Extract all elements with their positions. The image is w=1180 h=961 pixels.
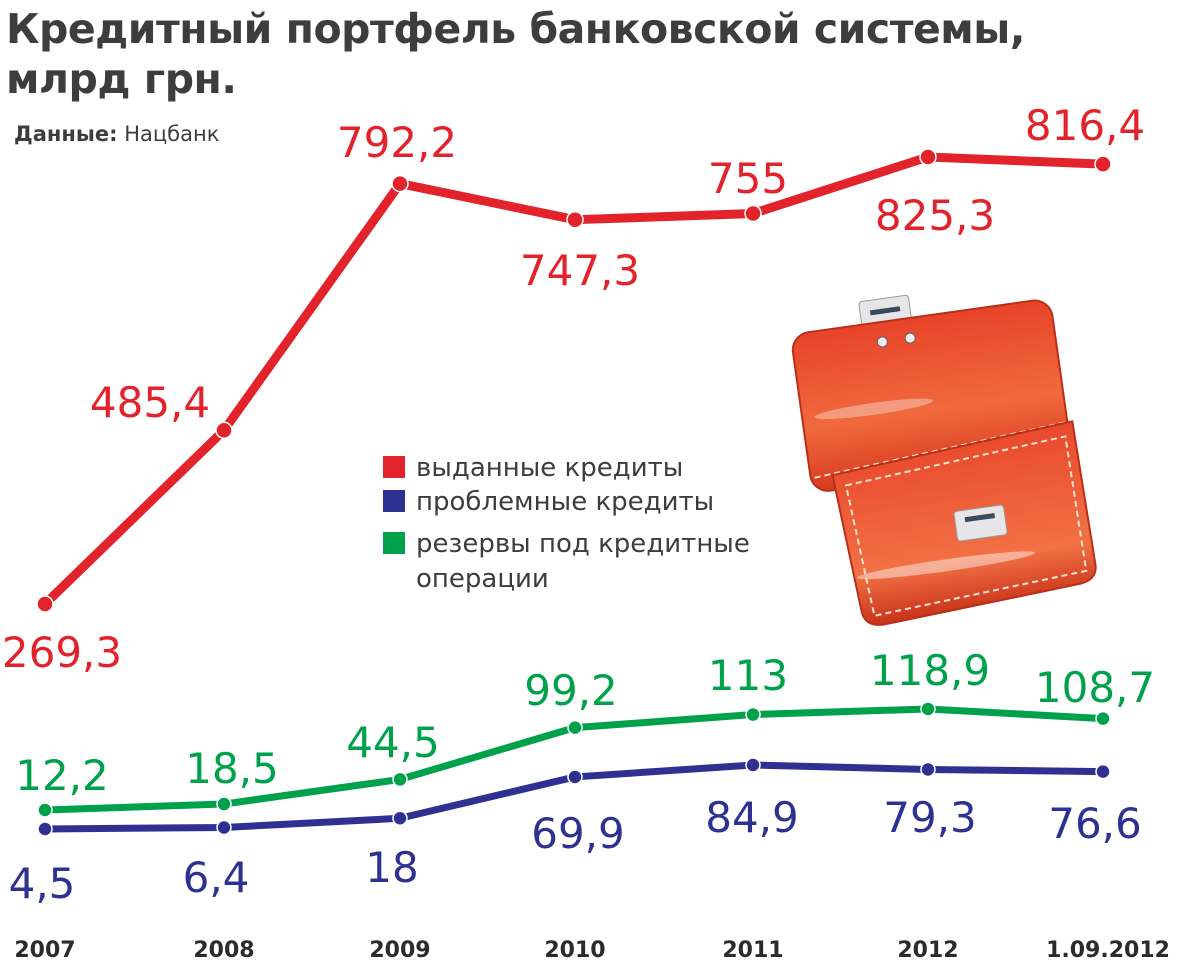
legend-swatch-issued <box>383 456 405 478</box>
problem-loans-point <box>567 769 583 785</box>
loan-reserves-data-label: 12,2 <box>15 751 109 800</box>
problem-loans-data-label: 4,5 <box>9 859 76 908</box>
issued-loans-point <box>215 421 233 440</box>
briefcase-illustration <box>791 294 1097 626</box>
problem-loans-point <box>37 821 53 837</box>
problem-loans-point <box>1095 763 1111 780</box>
issued-loans-point <box>36 595 54 613</box>
loan-reserves-data-label: 118,9 <box>870 646 990 695</box>
x-tick-label: 1.09.2012 <box>1046 938 1170 961</box>
legend-label-issued: выданные кредиты <box>416 453 683 483</box>
problem-loans-data-label: 79,3 <box>883 793 977 842</box>
issued-loans-data-label: 269,3 <box>2 628 122 677</box>
issued-loans-data-label: 485,4 <box>90 378 210 427</box>
problem-loans-data-label: 69,9 <box>531 809 625 858</box>
legend-label-problem: проблемные кредиты <box>416 487 714 517</box>
loan-reserves-point <box>216 796 232 812</box>
legend-label-reserves-line2: операции <box>416 564 549 594</box>
problem-loans-point <box>920 761 936 778</box>
issued-loans-point <box>744 204 762 223</box>
x-tick-label: 2007 <box>14 938 75 961</box>
problem-loans-point <box>745 757 761 773</box>
loan-reserves-data-label: 108,7 <box>1035 663 1155 712</box>
loan-reserves-point <box>920 701 936 717</box>
issued-loans-point <box>919 148 937 166</box>
loan-reserves-data-label: 99,2 <box>524 666 618 715</box>
issued-loans-data-label: 816,4 <box>1025 101 1145 150</box>
source-label: Данные: <box>14 122 118 146</box>
issued-loans-data-label: 755 <box>708 154 788 203</box>
loan-reserves-point <box>392 771 408 788</box>
problem-loans-data-label: 76,6 <box>1048 799 1142 848</box>
loan-reserves-point <box>1095 710 1111 727</box>
legend-label-reserves-line1: резервы под кредитные <box>416 529 750 559</box>
x-tick-label: 2009 <box>369 938 430 961</box>
legend: выданные кредиты проблемные кредиты резе… <box>383 453 750 594</box>
x-tick-label: 2008 <box>193 938 254 961</box>
title-line-2: млрд грн. <box>6 55 237 103</box>
x-tick-label: 2011 <box>722 938 783 961</box>
issued-loans-point <box>1094 155 1112 173</box>
issued-loans-data-label: 825,3 <box>875 191 995 240</box>
problem-loans-point <box>392 810 408 827</box>
source-value: Нацбанк <box>124 122 220 146</box>
issued-loans-data-label: 747,3 <box>520 246 640 295</box>
loan-reserves-data-label: 18,5 <box>185 744 279 793</box>
loan-reserves-point <box>37 802 53 818</box>
problem-loans-data-label: 6,4 <box>183 853 250 902</box>
x-tick-label: 2010 <box>544 938 605 961</box>
issued-loans-point <box>566 210 584 229</box>
loan-reserves-point <box>567 719 583 736</box>
loan-reserves-data-label: 44,5 <box>346 718 440 767</box>
problem-loans-point <box>216 819 232 836</box>
legend-swatch-problem <box>383 490 405 512</box>
issued-loans-data-label: 792,2 <box>337 118 457 167</box>
problem-loans-data-label: 84,9 <box>705 793 799 842</box>
chart-title: Кредитный портфель банковской системы, м… <box>6 4 1025 104</box>
x-tick-label: 2012 <box>897 938 958 961</box>
issued-loans-point <box>391 174 409 193</box>
legend-swatch-reserves <box>383 532 405 554</box>
loan-reserves-point <box>745 706 761 723</box>
title-line-1: Кредитный портфель банковской системы, <box>6 5 1025 53</box>
source-note: Данные: Нацбанк <box>14 122 219 146</box>
problem-loans-data-label: 18 <box>365 843 418 892</box>
loan-reserves-data-label: 113 <box>708 651 788 700</box>
